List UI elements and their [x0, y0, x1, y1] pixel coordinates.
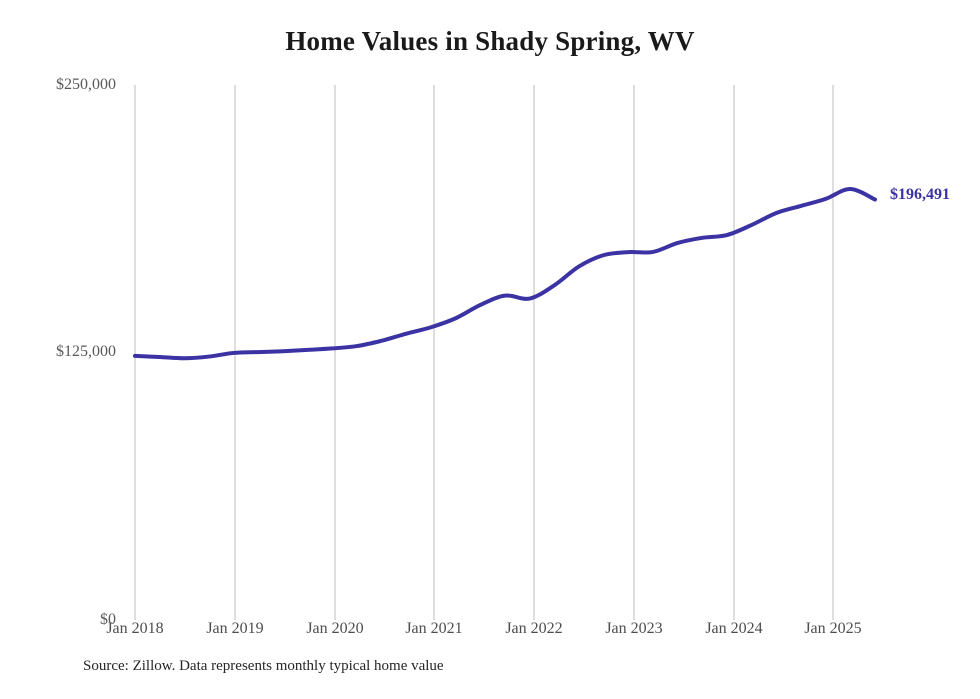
y-axis-tick-250000: $250,000	[56, 76, 116, 93]
x-axis-tick-jan-2023: Jan 2023	[605, 620, 663, 637]
x-axis-tick-jan-2021: Jan 2021	[405, 620, 463, 637]
x-axis-tick-jan-2022: Jan 2022	[505, 620, 563, 637]
x-axis-tick-jan-2019: Jan 2019	[206, 620, 264, 637]
y-axis-tick-125000: $125,000	[56, 343, 116, 360]
x-axis-tick-jan-2025: Jan 2025	[804, 620, 862, 637]
x-axis-tick-jan-2018: Jan 2018	[106, 620, 164, 637]
data-series-line	[133, 186, 877, 361]
x-axis-tick-jan-2020: Jan 2020	[306, 620, 364, 637]
gridlines	[134, 85, 834, 620]
y-axis-tick-0: $0	[100, 611, 116, 628]
x-axis-tick-jan-2024: Jan 2024	[705, 620, 763, 637]
chart-title: Home Values in Shady Spring, WV	[285, 26, 695, 56]
end-value-annotation: $196,491	[890, 186, 950, 203]
source-note: Source: Zillow. Data represents monthly …	[83, 658, 444, 674]
